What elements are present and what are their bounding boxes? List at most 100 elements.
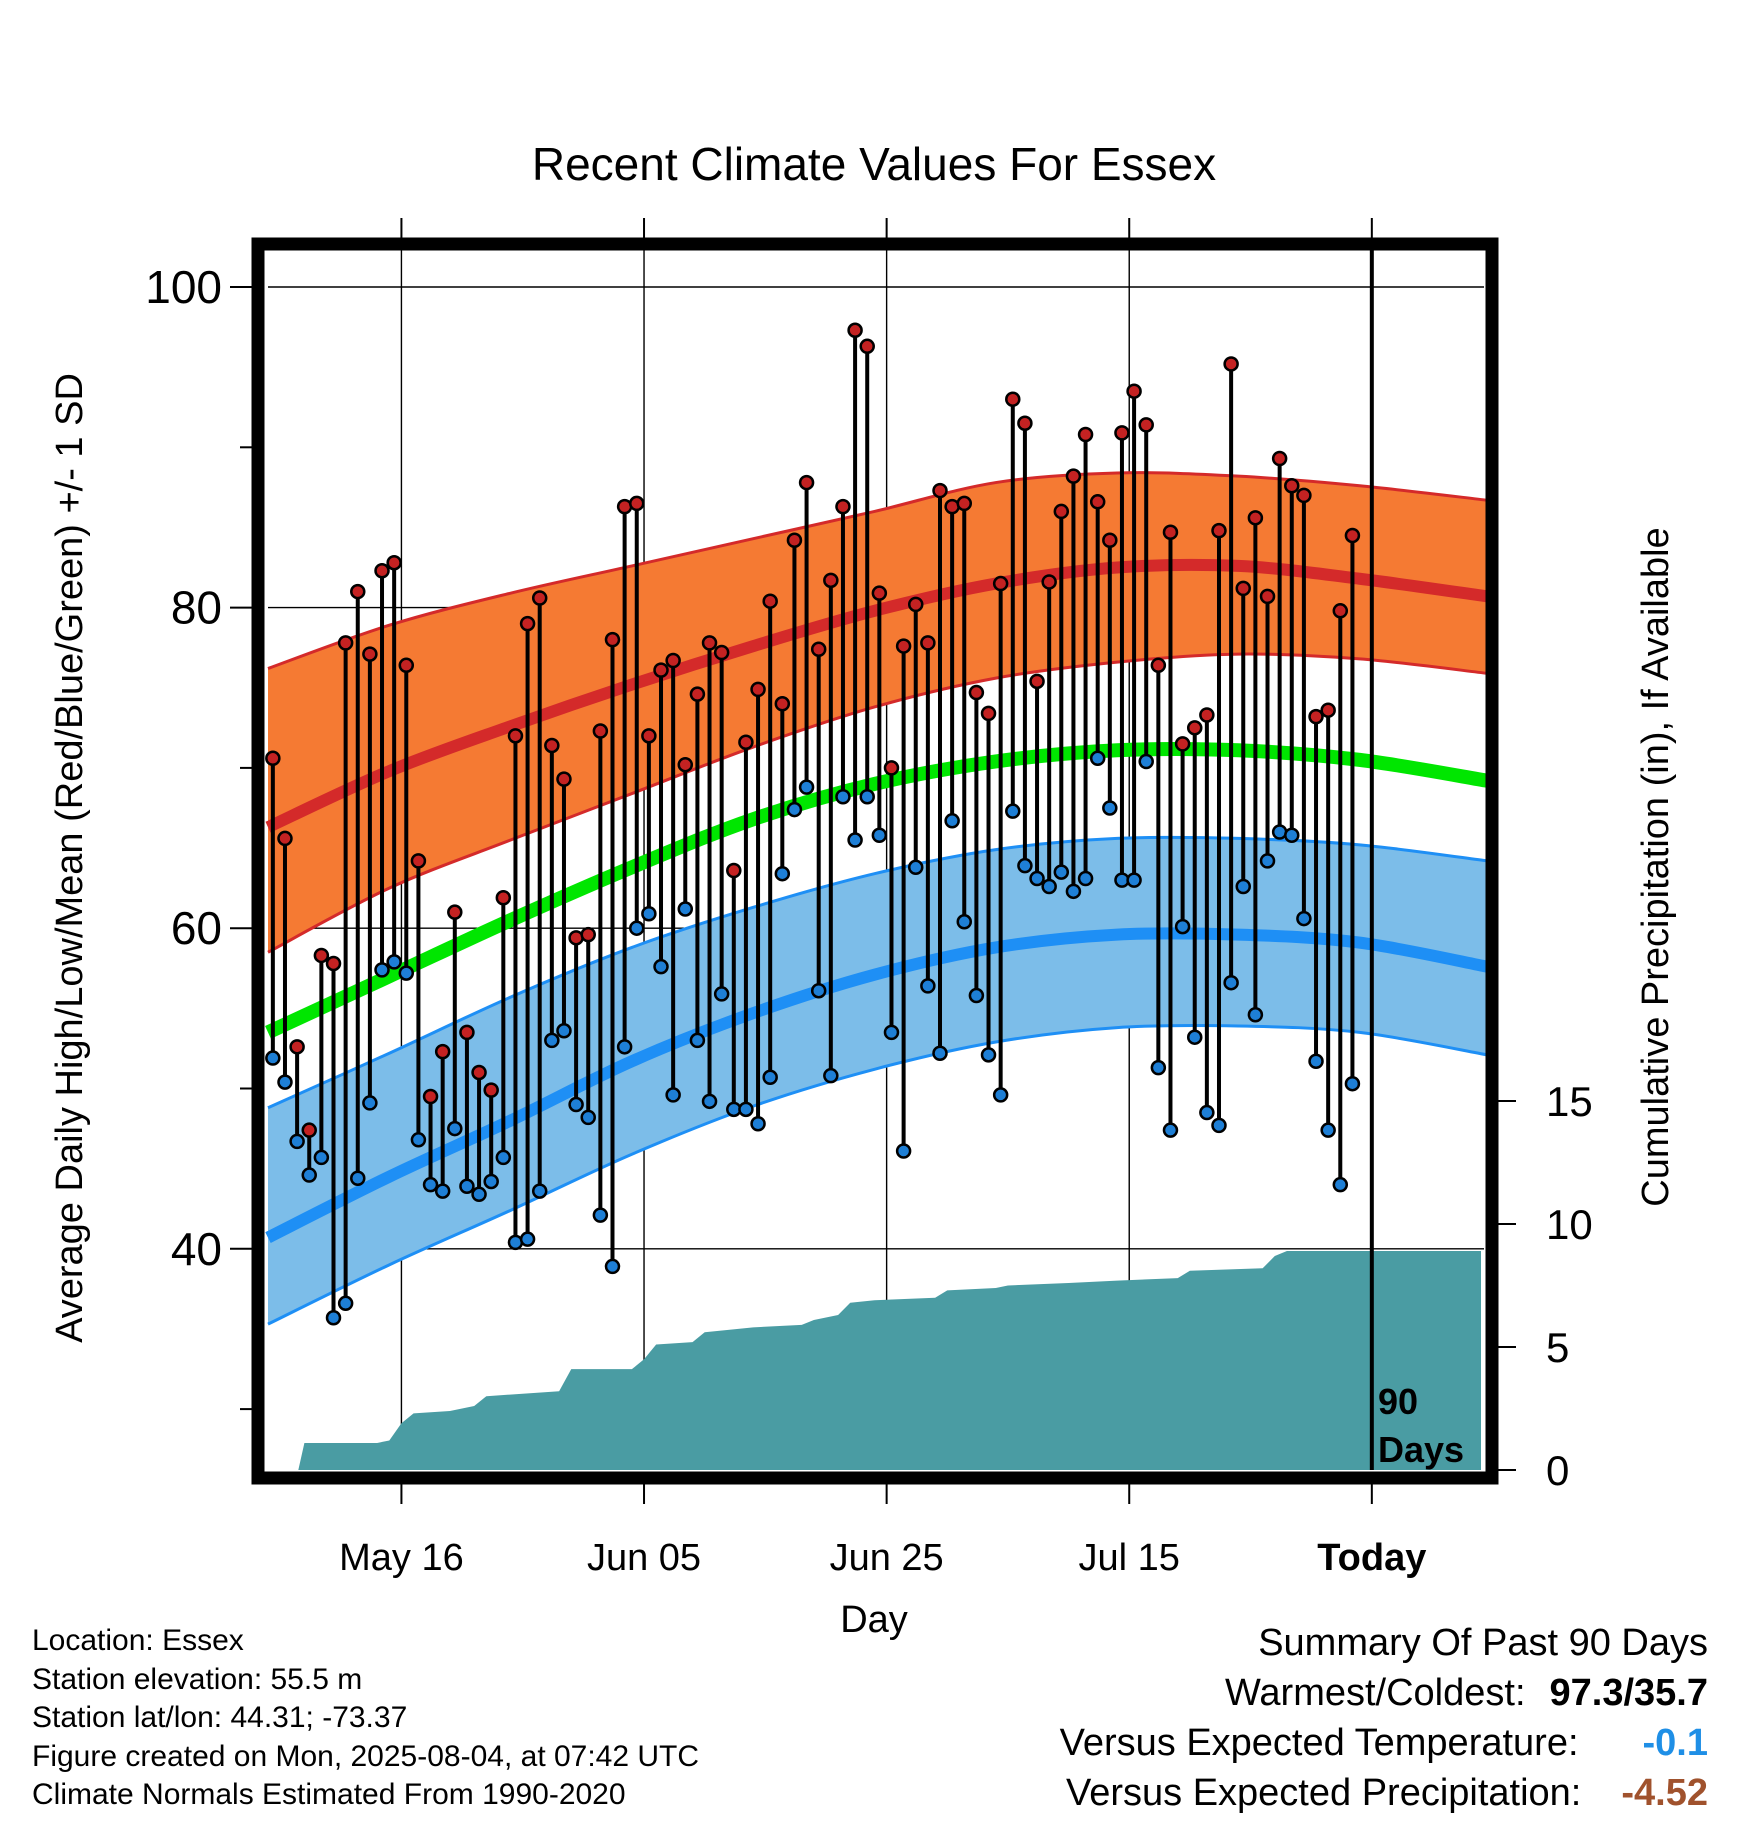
daily-low-point [1089, 750, 1106, 767]
daily-low-point [1017, 857, 1033, 874]
daily-high-point [992, 575, 1009, 592]
daily-high-point [1211, 522, 1227, 539]
precipitation-area [268, 1251, 1481, 1470]
y-tick-label: 80 [171, 582, 222, 634]
location-text: Location: Essex [32, 1624, 244, 1657]
daily-high-point [1235, 580, 1252, 597]
daily-low-point [410, 1132, 427, 1148]
daily-high-point [422, 1088, 439, 1105]
daily-low-point [1235, 878, 1252, 895]
daily-low-point [810, 982, 827, 999]
daily-low-point [701, 1093, 718, 1110]
daily-high-point [325, 955, 342, 972]
daily-high-point [1223, 356, 1239, 372]
daily-high-point [883, 760, 900, 776]
daily-low-point [265, 1050, 281, 1066]
daily-low-point [1259, 853, 1276, 869]
daily-low-point [859, 789, 875, 805]
daily-high-point [1199, 707, 1215, 723]
daily-high-point [1174, 736, 1191, 752]
daily-high-point [689, 686, 706, 702]
daily-low-point [459, 1178, 475, 1195]
daily-high-point [592, 723, 609, 739]
normal-bands [265, 471, 1489, 1326]
daily-high-point [531, 590, 548, 606]
daily-low-point [750, 1116, 766, 1132]
daily-high-point [726, 862, 742, 879]
daily-low-point [677, 901, 694, 917]
daily-low-point [1150, 1059, 1167, 1076]
daily-low-point [289, 1133, 305, 1150]
daily-low-point [762, 1069, 778, 1086]
daily-high-point [1029, 673, 1045, 690]
period-label-number: 90 [1378, 1381, 1418, 1422]
daily-low-point [1005, 803, 1021, 819]
plot-frame [251, 237, 1499, 1485]
daily-high-point [604, 631, 621, 648]
daily-high-point [374, 562, 390, 579]
daily-low-point [798, 779, 815, 795]
daily-low-point [350, 1170, 366, 1187]
daily-high-point [1320, 702, 1336, 718]
daily-high-point [580, 926, 596, 943]
daily-low-point [386, 954, 402, 970]
daily-high-point [459, 1024, 475, 1041]
daily-low-point [920, 978, 936, 994]
daily-low-point [556, 1023, 572, 1039]
y-tick-label: 40 [171, 1223, 222, 1275]
x-tick-label: Jul 15 [1079, 1537, 1180, 1579]
daily-low-point [641, 906, 657, 922]
y2-axis-label: Cumulative Precipitation (in), If Availa… [1635, 527, 1677, 1206]
daily-low-point [1284, 827, 1300, 843]
daily-low-point [1211, 1117, 1227, 1134]
daily-high-point [823, 572, 839, 589]
latlon-text: Station lat/lon: 44.31; -73.37 [32, 1701, 408, 1734]
daily-low-point [1162, 1122, 1179, 1138]
daily-high-point [907, 596, 924, 613]
daily-high-point [641, 728, 657, 744]
daily-high-point [810, 641, 827, 658]
daily-low-point [1053, 864, 1070, 880]
daily-high-point [980, 705, 997, 722]
high-sd-band [268, 472, 1488, 953]
daily-low-point [1308, 1053, 1324, 1069]
daily-high-point [1017, 415, 1033, 432]
high-sd-band-upper-edge [267, 471, 1488, 670]
daily-low-point [847, 832, 863, 848]
daily-high-point [1247, 510, 1264, 526]
x-tick-label: Today [1317, 1537, 1426, 1579]
daily-high-point [471, 1064, 487, 1081]
daily-high-point [362, 646, 378, 662]
daily-high-point [1089, 494, 1106, 510]
daily-high-point [786, 532, 803, 549]
daily-high-point [859, 338, 875, 355]
daily-low-point [653, 958, 669, 975]
daily-range-sticks [270, 330, 1355, 1318]
daily-high-point [556, 771, 572, 787]
daily-low-point [992, 1087, 1009, 1103]
daily-low-point [337, 1295, 354, 1312]
daily-low-point [1138, 753, 1154, 770]
daily-low-point [277, 1074, 293, 1090]
daily-low-point [1077, 870, 1094, 887]
daily-high-point [1296, 487, 1312, 504]
low-sd-band-lower-edge [267, 1023, 1488, 1326]
daily-high-point [932, 482, 948, 499]
daily-low-point [1041, 878, 1057, 895]
summary-temp: Versus Expected Temperature: -0.1 [1060, 1718, 1708, 1768]
y-tick-label: 100 [145, 261, 222, 313]
y-axis-label: Average Daily High/Low/Mean (Red/Blue/Gr… [49, 373, 91, 1343]
station-info: Location: Essex Station elevation: 55.5 … [32, 1622, 699, 1815]
daily-low-point [374, 962, 390, 978]
daily-high-point [762, 593, 778, 609]
summary-warm-cold: Warmest/Coldest: 97.3/35.7 [1060, 1668, 1708, 1718]
daily-low-point [883, 1024, 900, 1041]
daily-high-point [398, 657, 415, 674]
daily-high-point [968, 684, 985, 701]
precip-label: Versus Expected Precipitation: [1065, 1772, 1582, 1814]
x-tick-label: Jun 25 [830, 1537, 944, 1579]
daily-high-point [1065, 468, 1082, 484]
daily-low-point [301, 1167, 317, 1183]
daily-low-point [1186, 1029, 1203, 1045]
precipitation-area-fill [268, 1251, 1481, 1470]
